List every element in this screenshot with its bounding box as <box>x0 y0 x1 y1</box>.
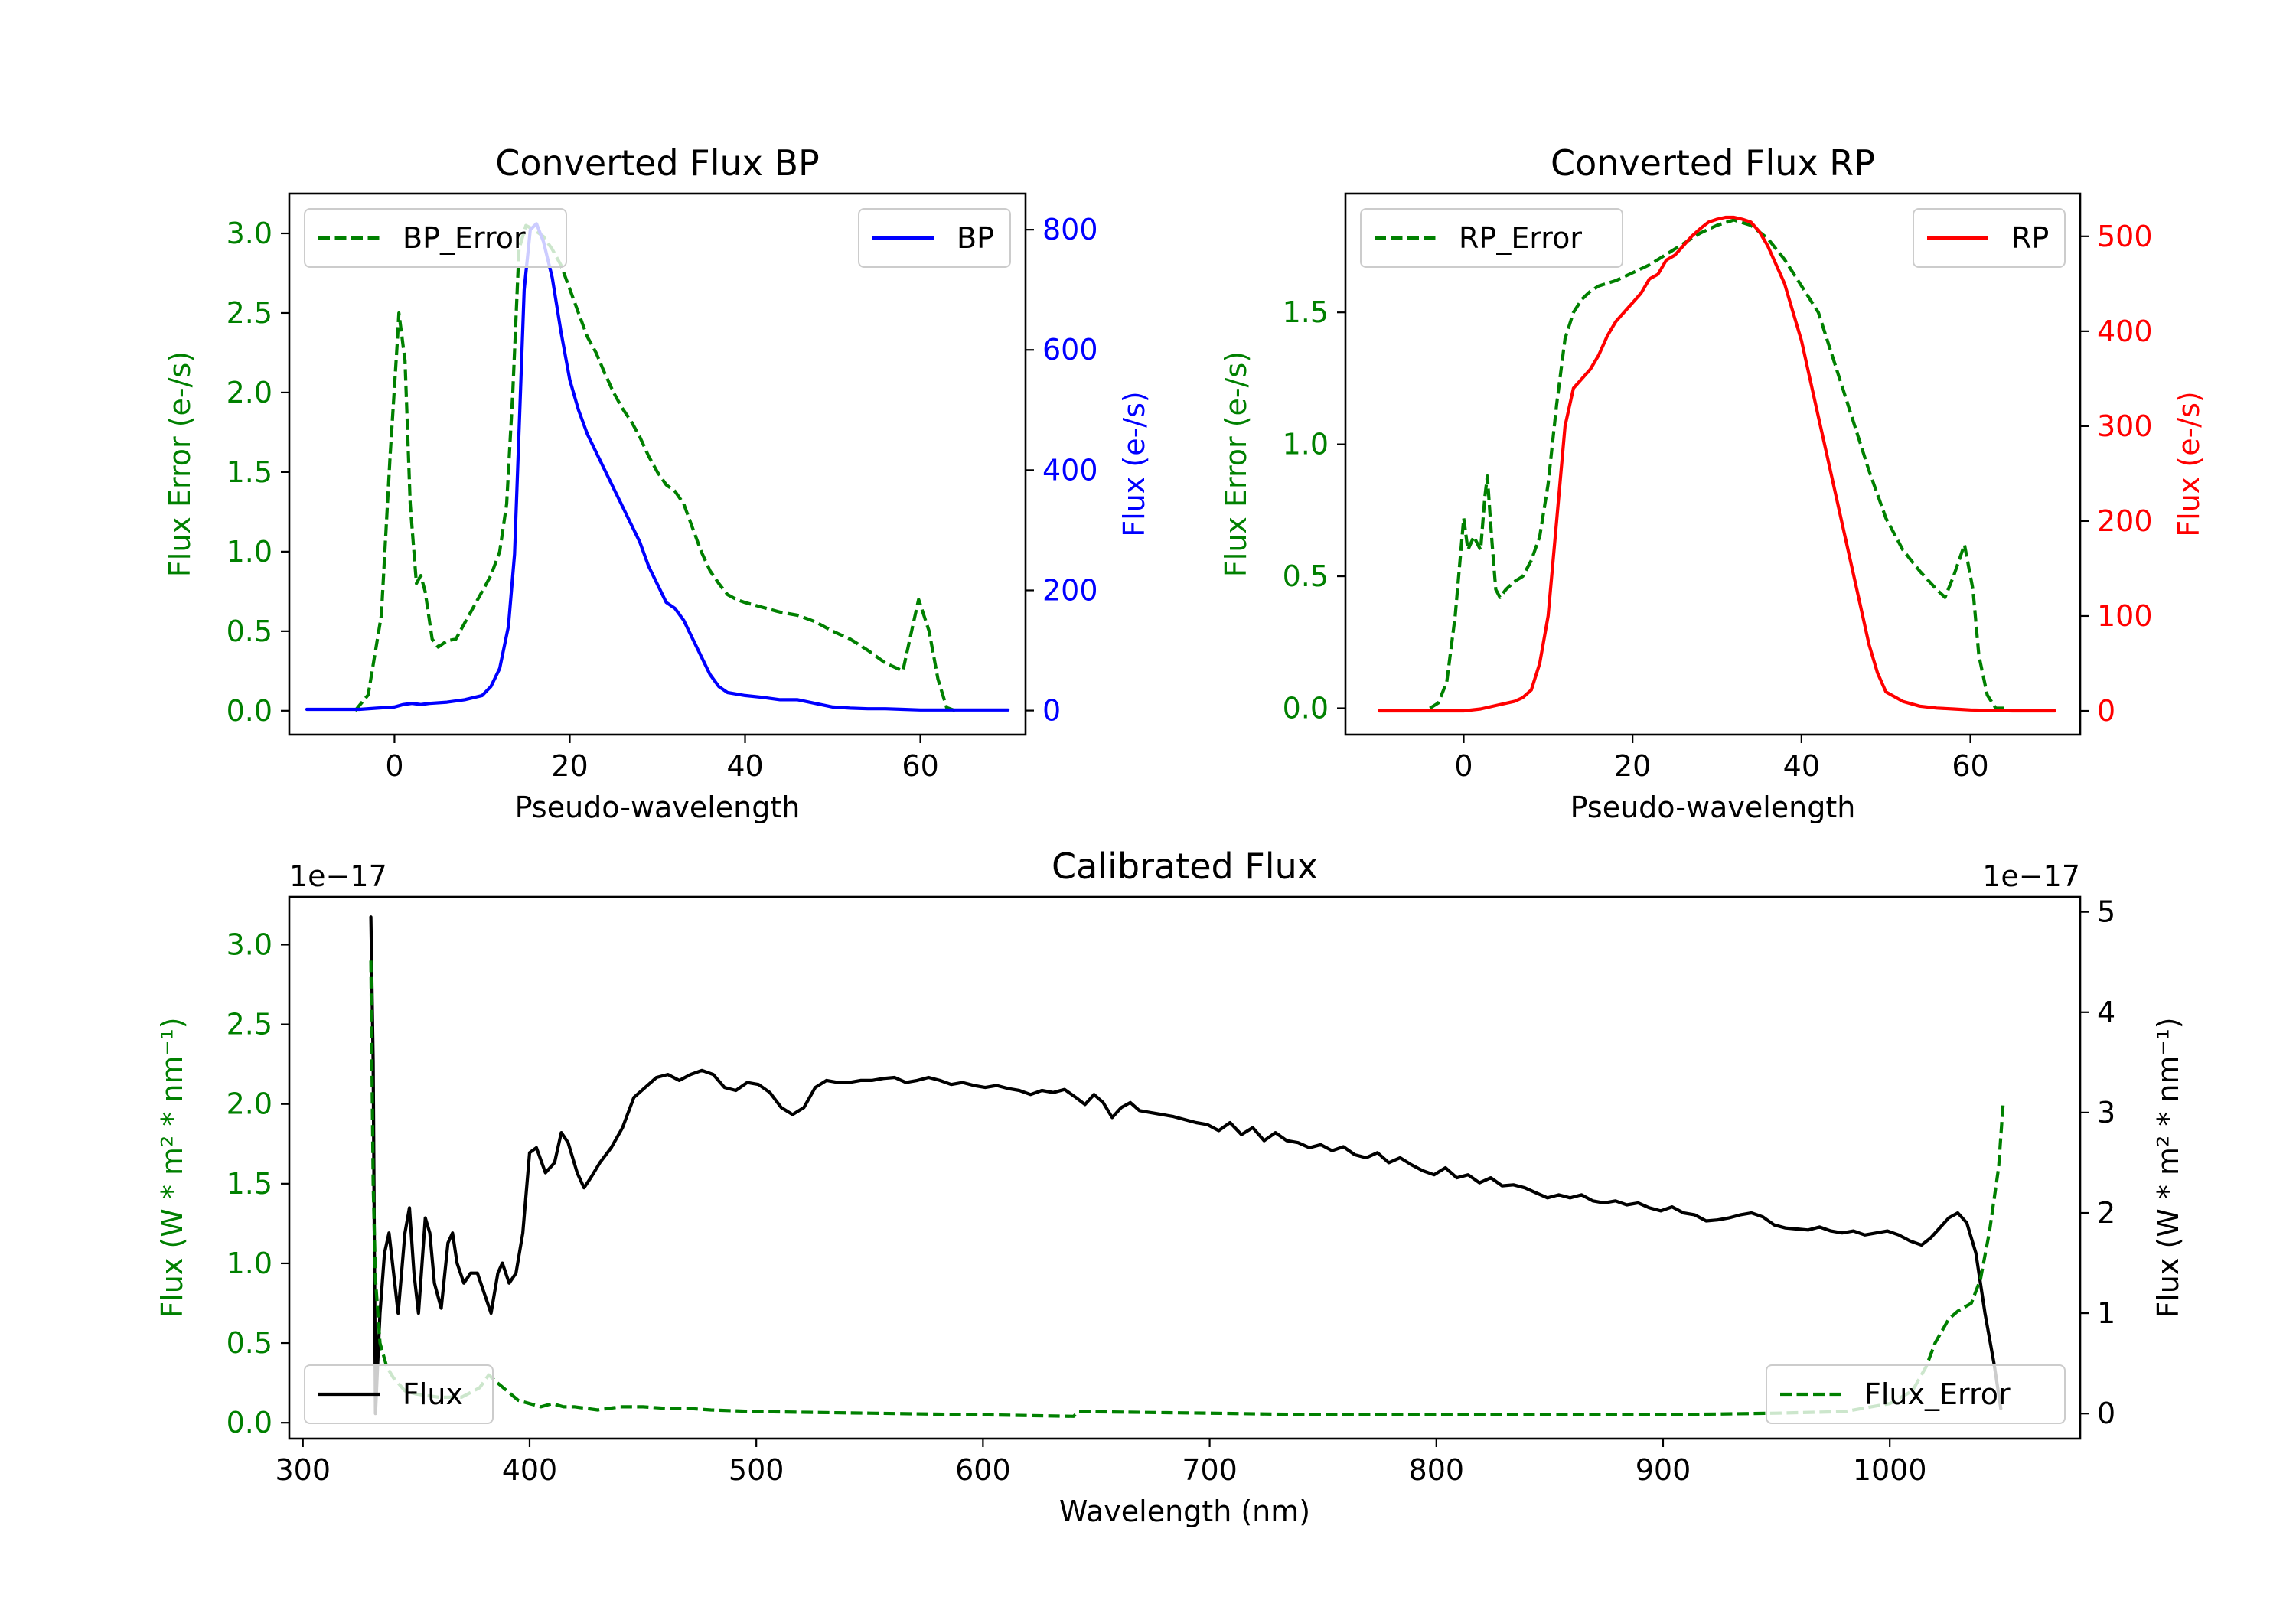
y-left-tick-label: 2.5 <box>227 296 272 330</box>
x-tick-label: 40 <box>726 749 763 783</box>
x-tick-label: 400 <box>502 1453 558 1487</box>
legend-label: BP <box>957 221 994 255</box>
x-tick-label: 0 <box>1454 749 1473 783</box>
axes-frame <box>1344 192 2082 736</box>
legend-rp-error: RP_Error <box>1360 208 1623 268</box>
legend-flux-error: Flux_Error <box>1766 1364 2066 1424</box>
series-flux-error-line <box>369 960 2005 1418</box>
y-right-tick-label: 500 <box>2097 220 2153 253</box>
series-flux-line <box>369 915 2003 1416</box>
y-left-tick-label: 3.0 <box>227 217 272 250</box>
chart-title: Calibrated Flux <box>1052 846 1318 887</box>
y-right-offset-label: 1e−17 <box>1982 859 2080 893</box>
series-rp-error-line <box>1429 218 2004 710</box>
y-left-tick-label: 1.5 <box>227 1167 272 1201</box>
y-left-axis-label: Flux (W * m² * nm⁻¹) <box>155 1017 189 1318</box>
legend-flux: Flux <box>304 1364 494 1424</box>
axes-frame <box>288 192 1027 736</box>
legend-box <box>858 208 1011 268</box>
y-right-tick-label: 0 <box>2097 694 2115 728</box>
y-right-tick-label: 200 <box>1042 573 1098 607</box>
y-left-tick-label: 0.0 <box>227 1406 272 1439</box>
y-left-tick-label: 1.0 <box>1283 428 1329 461</box>
x-tick-label: 60 <box>1952 749 1988 783</box>
y-right-tick-label: 1 <box>2097 1296 2115 1330</box>
y-right-tick-label: 200 <box>2097 504 2153 538</box>
x-tick-label: 1000 <box>1853 1453 1927 1487</box>
y-left-tick-label: 0.5 <box>1283 559 1329 593</box>
legend-label: RP_Error <box>1459 221 1582 255</box>
y-left-axis-label: Flux Error (e-/s) <box>163 351 197 577</box>
x-tick-label: 900 <box>1636 1453 1691 1487</box>
y-right-tick-label: 5 <box>2097 895 2115 929</box>
y-right-axis-label: Flux (e-/s) <box>1117 391 1151 536</box>
y-left-tick-label: 1.0 <box>227 1247 272 1280</box>
y-left-tick-label: 0.0 <box>227 694 272 728</box>
y-right-tick-label: 3 <box>2097 1096 2115 1129</box>
legend-box <box>1766 1364 2066 1424</box>
legend-label: RP <box>2011 221 2049 255</box>
x-tick-label: 20 <box>551 749 588 783</box>
y-right-tick-label: 400 <box>1042 453 1098 487</box>
legend-label: BP_Error <box>403 221 526 255</box>
y-left-tick-label: 1.5 <box>227 455 272 489</box>
legend-box <box>304 1364 494 1424</box>
x-axis-label: Pseudo-wavelength <box>515 790 801 824</box>
chart-title: Converted Flux BP <box>495 142 820 184</box>
y-right-axis-label: Flux (e-/s) <box>2172 391 2206 536</box>
x-axis-label: Pseudo-wavelength <box>1570 790 1856 824</box>
x-tick-label: 300 <box>276 1453 331 1487</box>
legend-bp-error: BP_Error <box>304 208 567 268</box>
x-tick-label: 700 <box>1182 1453 1238 1487</box>
legend-bp: BP <box>858 208 1011 268</box>
x-tick-label: 800 <box>1409 1453 1465 1487</box>
y-right-tick-label: 0 <box>1042 694 1061 728</box>
x-axis-label: Wavelength (nm) <box>1059 1495 1310 1528</box>
legend-box <box>1360 208 1623 268</box>
y-right-tick-label: 600 <box>1042 333 1098 367</box>
series-rp-line <box>1378 215 2056 713</box>
chart-bp: 0 20 40 60 0.0 0.5 1.0 1.5 2.0 2.5 3.0 0 200 400 600 80… <box>163 142 1151 824</box>
y-left-offset-label: 1e−17 <box>289 859 387 893</box>
x-tick-label: 500 <box>729 1453 784 1487</box>
legend-box <box>304 208 567 268</box>
legend-rp: RP <box>1913 208 2066 268</box>
chart-cal: 300 400 500 600 700 800 900 1000 0.0 0.5 1.0 1.5 2.0… <box>155 846 2185 1528</box>
y-left-tick-label: 2.0 <box>227 376 272 409</box>
x-tick-label: 0 <box>385 749 403 783</box>
y-left-tick-label: 2.0 <box>227 1087 272 1121</box>
y-left-axis-label: Flux Error (e-/s) <box>1219 351 1253 577</box>
y-right-tick-label: 4 <box>2097 996 2115 1029</box>
y-left-tick-label: 1.0 <box>227 535 272 569</box>
y-left-tick-label: 1.5 <box>1283 295 1329 329</box>
legend-label: Flux <box>403 1377 463 1411</box>
chart-title: Converted Flux RP <box>1551 142 1875 184</box>
x-tick-label: 60 <box>902 749 938 783</box>
y-right-tick-label: 2 <box>2097 1196 2115 1230</box>
y-left-tick-label: 3.0 <box>227 927 272 961</box>
x-tick-label: 600 <box>955 1453 1011 1487</box>
legend-label: Flux_Error <box>1864 1377 2011 1411</box>
x-tick-label: 20 <box>1614 749 1651 783</box>
y-right-tick-label: 800 <box>1042 213 1098 246</box>
x-tick-label: 40 <box>1783 749 1820 783</box>
series-bp-line <box>305 222 1010 712</box>
y-right-tick-label: 300 <box>2097 409 2153 443</box>
legend-box <box>1913 208 2066 268</box>
y-right-tick-label: 0 <box>2097 1397 2115 1430</box>
y-left-tick-label: 0.0 <box>1283 692 1329 725</box>
y-left-tick-label: 0.5 <box>227 1326 272 1360</box>
series-bp-error-line <box>354 223 957 712</box>
y-right-axis-label: Flux (W * m² * nm⁻¹) <box>2151 1017 2185 1318</box>
chart-rp: 0 20 40 60 0.0 0.5 1.0 1.5 0 100 200 300 400 500 Conve… <box>1219 142 2206 824</box>
y-right-tick-label: 100 <box>2097 599 2153 633</box>
y-left-tick-label: 2.5 <box>227 1008 272 1041</box>
axes-frame <box>288 895 2082 1440</box>
y-left-tick-label: 0.5 <box>227 614 272 648</box>
y-right-tick-label: 400 <box>2097 315 2153 348</box>
